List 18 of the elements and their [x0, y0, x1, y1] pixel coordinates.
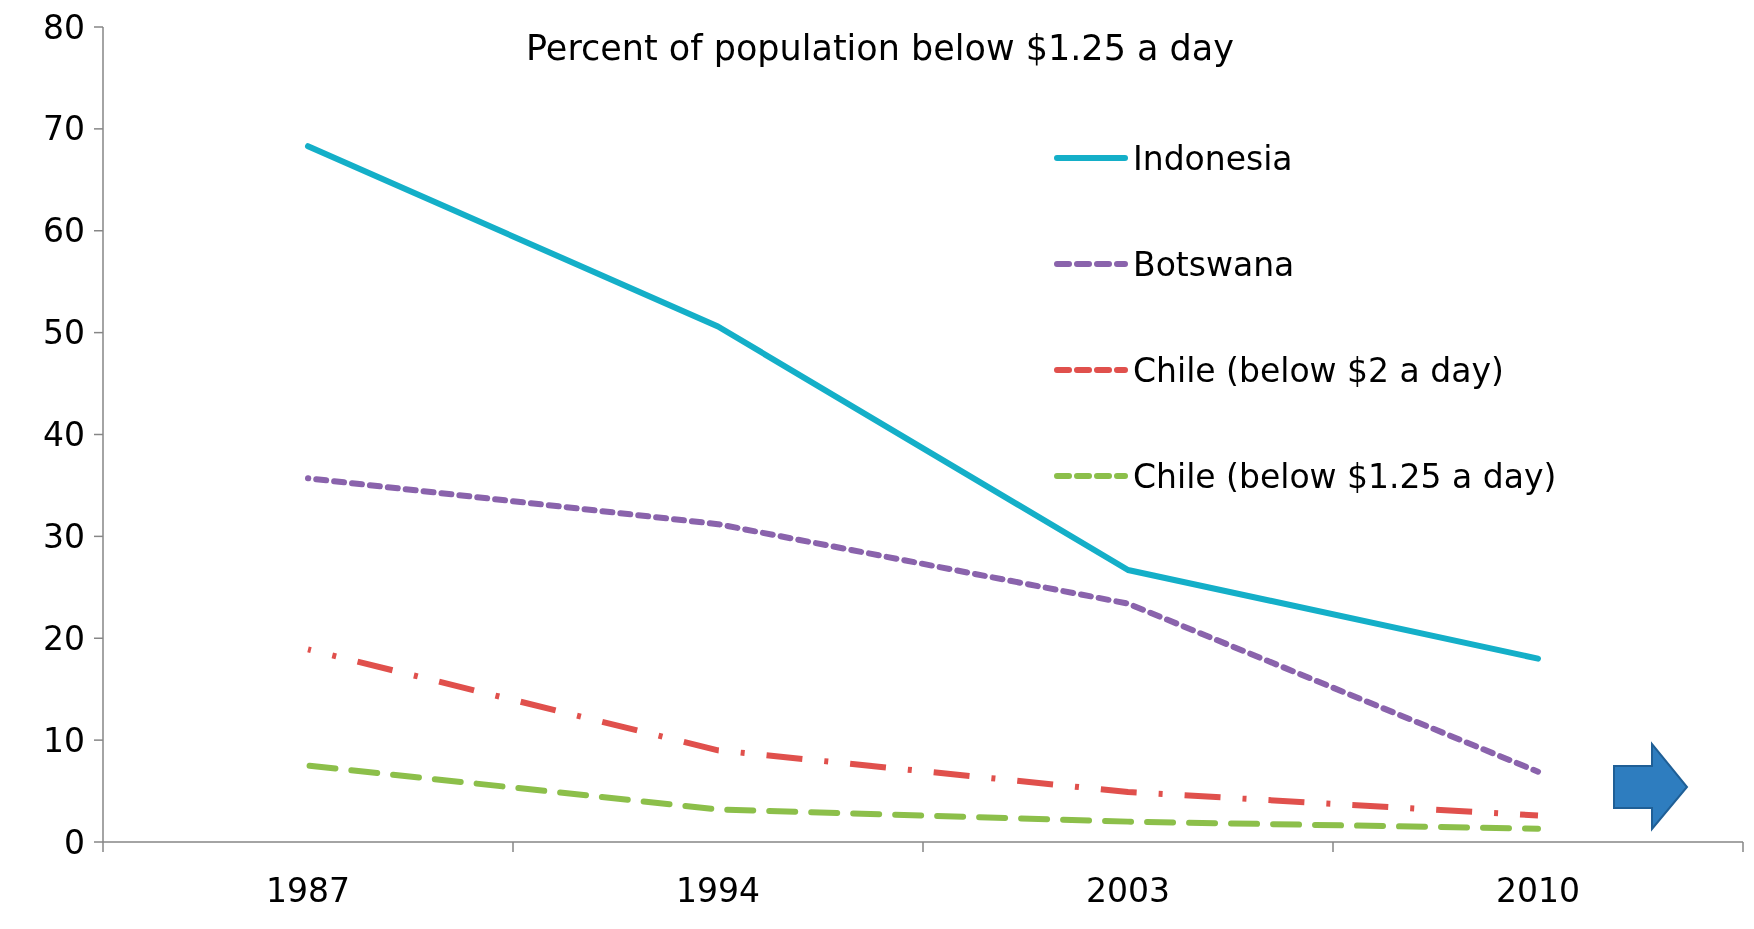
legend-label: Indonesia [1133, 138, 1293, 178]
y-tick-label: 60 [43, 211, 85, 251]
y-tick-label: 50 [43, 313, 85, 353]
legend-label: Botswana [1133, 244, 1295, 284]
y-tick-label: 0 [64, 822, 85, 862]
y-tick-label: 20 [43, 618, 85, 658]
x-tick-label: 1994 [676, 871, 760, 910]
y-tick-label: 40 [43, 415, 85, 455]
x-tick-label: 1987 [266, 871, 350, 910]
y-tick-label: 80 [43, 7, 85, 47]
y-tick-label: 10 [43, 720, 85, 760]
legend-label: Chile (below $2 a day) [1133, 350, 1504, 390]
chart-title: Percent of population below $1.25 a day [526, 28, 1234, 68]
x-tick-label: 2003 [1086, 871, 1170, 910]
x-tick-label: 2010 [1496, 871, 1580, 910]
y-tick-label: 70 [43, 109, 85, 149]
y-tick-label: 30 [43, 516, 85, 556]
legend-label: Chile (below $1.25 a day) [1133, 456, 1557, 496]
